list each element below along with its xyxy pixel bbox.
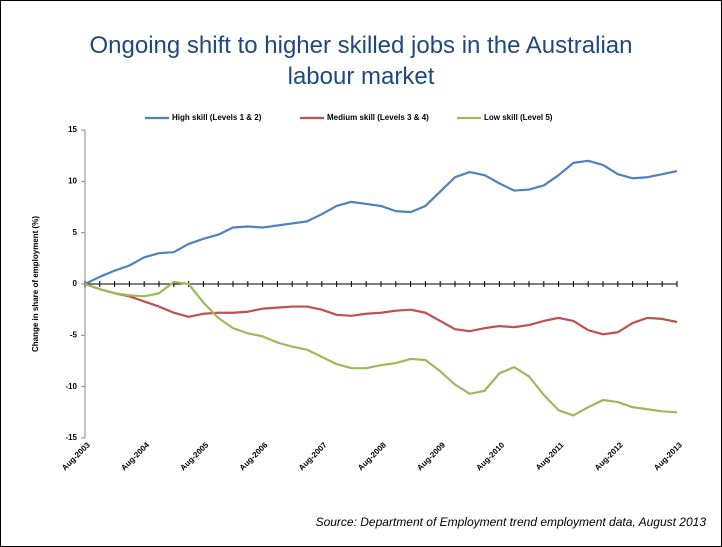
chart-title: Ongoing shift to higher skilled jobs in … (89, 32, 633, 90)
x-tick-label: Aug-2008 (356, 440, 388, 472)
legend-label: High skill (Levels 1 & 2) (172, 113, 262, 122)
legend-label: Medium skill (Levels 3 & 4) (327, 113, 429, 122)
x-tick-label: Aug-2007 (297, 440, 329, 472)
x-tick-label: Aug-2013 (652, 440, 684, 472)
x-tick-label: Aug-2005 (178, 440, 210, 472)
source-note: Source: Department of Employment trend e… (315, 515, 706, 529)
y-tick-label: 10 (68, 176, 77, 185)
series-line (84, 159, 678, 285)
legend-label: Low skill (Level 5) (484, 113, 553, 122)
series-line (84, 280, 678, 417)
x-tick-label: Aug-2010 (474, 440, 506, 472)
y-tick-label: -15 (65, 433, 77, 442)
x-tick-label: Aug-2004 (119, 440, 151, 472)
x-tick-label: Aug-2012 (593, 440, 625, 472)
y-tick-label: 0 (73, 279, 78, 288)
x-tick-label: Aug-2011 (534, 440, 566, 472)
y-tick-label: 5 (73, 228, 78, 237)
x-tick-label: Aug-2003 (60, 440, 92, 472)
y-tick-label: -5 (70, 330, 78, 339)
y-axis-label: Change in share of employment (%) (31, 216, 40, 352)
y-tick-label: -10 (65, 382, 77, 391)
x-tick-label: Aug-2006 (238, 440, 270, 472)
x-tick-label: Aug-2009 (415, 440, 447, 472)
y-tick-label: 15 (68, 125, 77, 134)
series-line (84, 282, 678, 336)
